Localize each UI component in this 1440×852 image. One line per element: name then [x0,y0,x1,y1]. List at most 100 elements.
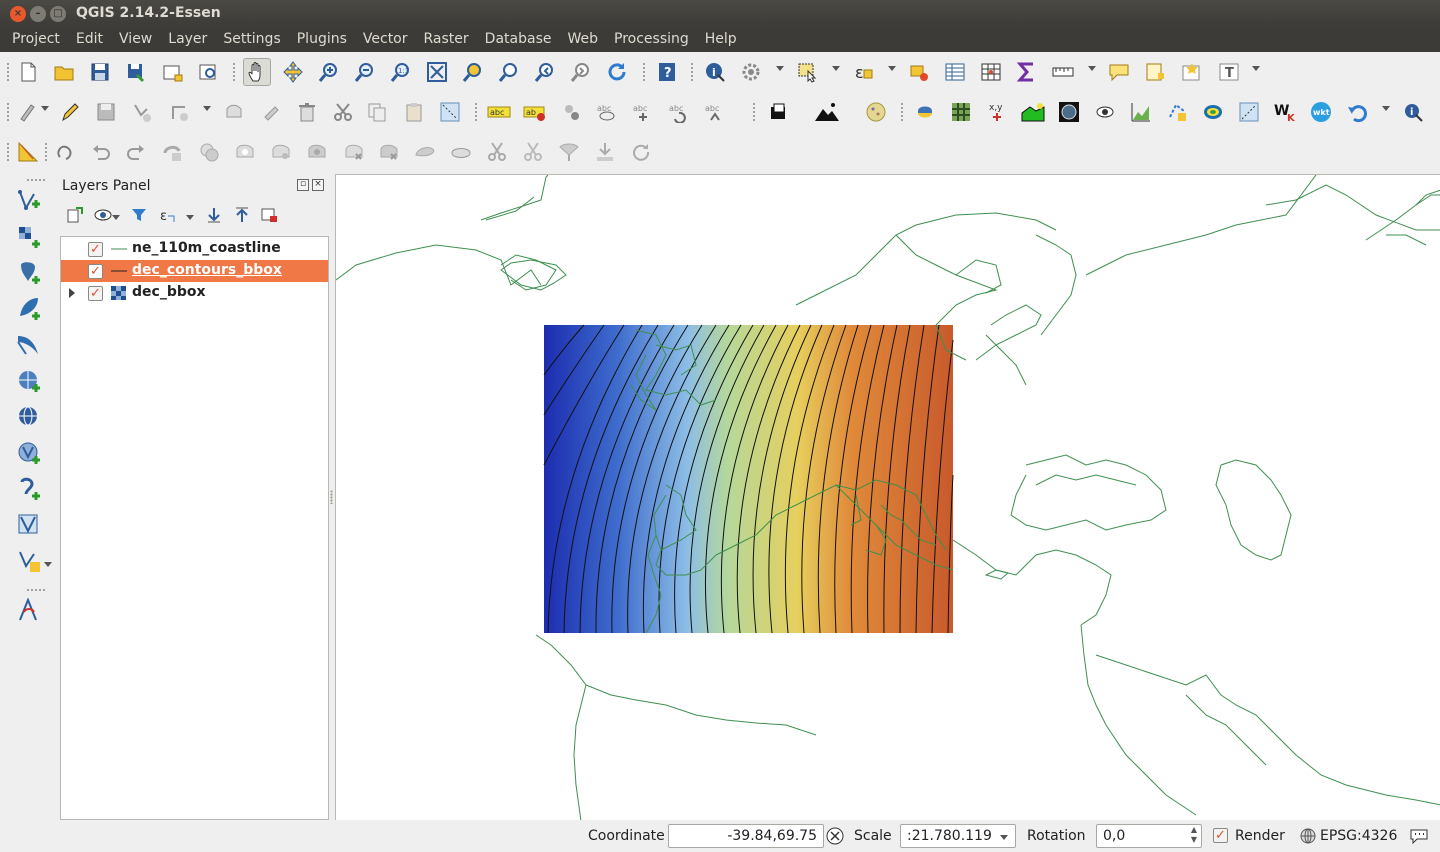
topology-check-icon[interactable] [1163,98,1191,126]
delete-selected-icon[interactable] [293,98,321,126]
undo-icon[interactable] [87,138,115,166]
node-tool-icon[interactable] [220,98,248,126]
add-group-icon[interactable] [64,204,86,226]
undo-tool-icon[interactable] [1343,98,1371,126]
label-tool-icon[interactable]: abc [485,98,513,126]
dropdown-arrow-icon[interactable] [1382,106,1390,111]
merge-features-icon[interactable] [591,138,619,166]
dropdown-arrow-icon[interactable] [1088,66,1096,71]
rotation-spin-arrows-icon[interactable]: ▲ ▼ [1190,825,1198,844]
dropdown-arrow-icon[interactable] [44,562,52,567]
toolbar-handle[interactable] [642,62,646,82]
info-tool-icon[interactable]: i [1399,98,1427,126]
add-part-icon[interactable] [267,138,295,166]
refresh-icon[interactable] [603,58,631,86]
grid-plugin-icon[interactable] [947,98,975,126]
dropdown-arrow-icon[interactable] [776,66,784,71]
menu-layer[interactable]: Layer [168,31,208,47]
toolbar-handle[interactable] [690,62,694,82]
label-change-icon[interactable]: abc [701,98,729,126]
add-ring-icon[interactable] [231,138,259,166]
contour-plugin-icon[interactable] [1199,98,1227,126]
zoom-in-icon[interactable] [315,58,343,86]
panel-float-icon[interactable]: ▫ [297,179,309,191]
menu-raster[interactable]: Raster [423,31,469,47]
python-console-icon[interactable] [911,98,939,126]
render-checkbox[interactable]: ✓ [1213,828,1228,843]
add-mssql-layer-icon[interactable] [14,330,44,360]
qgis-cloud-icon[interactable] [862,98,890,126]
toolbar-handle[interactable] [6,102,10,122]
zoom-out-icon[interactable] [351,58,379,86]
toolbar-handle[interactable] [26,178,46,182]
add-virtual-layer-icon[interactable] [14,510,44,540]
paste-features-icon[interactable] [400,98,428,126]
coordinate-capture-icon[interactable]: x,y [983,98,1011,126]
layer-row-dec-contours-bbox[interactable]: ✓ dec_contours_bbox [61,260,328,282]
redo-icon[interactable] [122,138,150,166]
toolbar-handle[interactable] [474,102,478,122]
label-move-icon[interactable]: abc [629,98,657,126]
add-vector-layer-icon[interactable] [14,186,44,216]
globe-icon[interactable] [1055,98,1083,126]
add-feature-icon[interactable] [128,98,156,126]
scale-combobox[interactable]: :21.780.119 [900,824,1016,848]
label-pin-icon[interactable]: ab [521,98,549,126]
dropdown-arrow-icon[interactable] [832,66,840,71]
eye-visibility-icon[interactable] [1091,98,1119,126]
offset-curve-icon[interactable] [447,138,475,166]
toolbar-handle[interactable] [900,102,904,122]
add-spatialite-layer-icon[interactable] [14,294,44,324]
zoom-full-icon[interactable] [423,58,451,86]
label-rotate-icon[interactable]: abc [665,98,693,126]
merge-attributes-icon[interactable] [555,138,583,166]
maximize-window-icon[interactable]: □ [50,6,66,22]
toolbar-handle[interactable] [6,142,10,162]
toolbar-handle[interactable] [6,62,10,82]
toolbar-handle[interactable] [752,102,756,122]
menu-help[interactable]: Help [704,31,737,47]
run-action-icon[interactable] [737,58,765,86]
collapse-all-icon[interactable] [231,204,253,226]
panel-splitter[interactable] [330,490,333,504]
layer-row-ne-110m-coastline[interactable]: ✓ ne_110m_coastline [61,238,328,260]
toolbar-handle[interactable] [44,142,48,162]
fill-ring-icon[interactable] [303,138,331,166]
close-window-icon[interactable]: × [10,6,26,22]
menu-settings[interactable]: Settings [223,31,281,47]
add-wfs-layer-icon[interactable] [14,438,44,468]
menu-plugins[interactable]: Plugins [296,31,347,47]
coordinate-field[interactable]: -39.84,69.75 [668,824,824,848]
menu-web[interactable]: Web [567,31,599,47]
filter-legend-icon[interactable] [128,204,150,226]
simplify-feature-icon[interactable] [195,138,223,166]
select-by-expression-icon[interactable]: ε [849,58,877,86]
crs-globe-icon[interactable] [1300,828,1316,844]
layer-visibility-checkbox[interactable]: ✓ [88,242,103,257]
save-as-icon[interactable] [122,58,150,86]
help-contents-icon[interactable]: ? [653,58,681,86]
new-print-composer-icon[interactable] [158,58,186,86]
delete-selected-edit-icon[interactable] [258,98,286,126]
remove-layer-icon[interactable] [258,204,280,226]
copy-features-icon[interactable] [363,98,391,126]
new-project-icon[interactable] [14,58,42,86]
map-tips-icon[interactable] [1105,58,1133,86]
menu-project[interactable]: Project [12,31,60,47]
rotate-feature-icon[interactable] [159,138,187,166]
zoom-to-layer-icon[interactable] [495,58,523,86]
dropdown-arrow-icon[interactable] [112,215,120,220]
save-layer-edits-icon[interactable] [92,98,120,126]
georeference-raster-icon[interactable] [14,596,44,626]
zoom-native-icon[interactable]: 1:1 [387,58,415,86]
identify-features-icon[interactable]: i [701,58,729,86]
attribute-table-icon[interactable] [941,58,969,86]
toolbar-handle[interactable] [232,62,236,82]
menu-edit[interactable]: Edit [75,31,104,47]
zoom-next-icon[interactable] [567,58,595,86]
current-edits-icon[interactable] [14,98,42,126]
reshape-feature-icon[interactable] [411,138,439,166]
menu-processing[interactable]: Processing [614,31,689,47]
label-show-hide-icon[interactable]: abc [593,98,621,126]
